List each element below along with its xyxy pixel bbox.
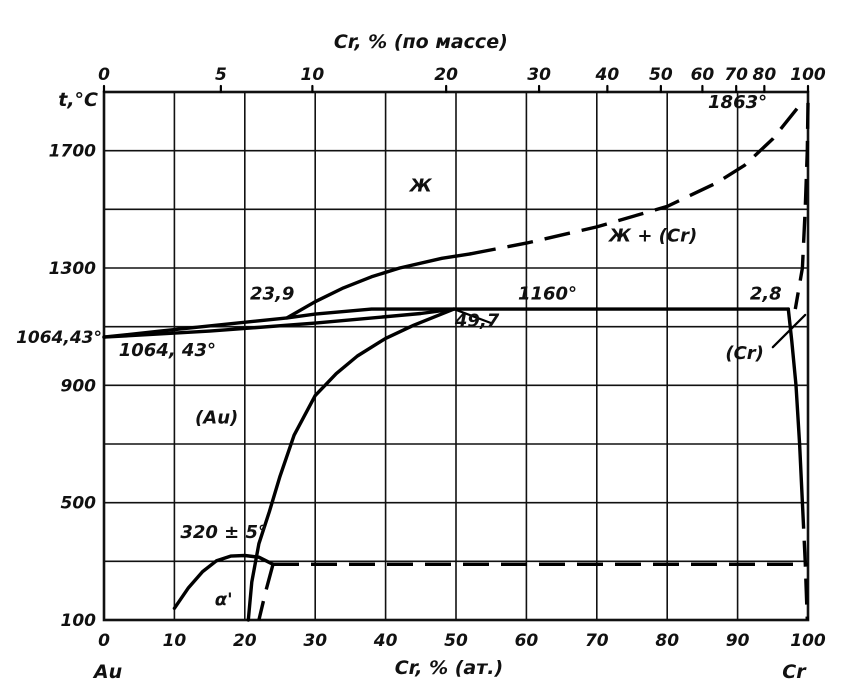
x-tick-label: 30 <box>303 631 327 651</box>
top-tick-label: 80 <box>753 65 777 85</box>
phase-boundary-10 <box>800 502 809 621</box>
phase-boundary-9 <box>786 307 805 505</box>
x-tick-label: 20 <box>233 631 257 651</box>
labels: 0 10 20 30 40 50 60 70 80 90 100100500900130017001… <box>16 31 826 683</box>
y-tick-label: 900 <box>61 376 97 396</box>
endpoint-right-label: Cr <box>782 661 807 683</box>
top-axis-title: Cr, % (по массе) <box>334 31 508 53</box>
phase-boundary-8 <box>257 563 275 621</box>
x-tick-label: 60 <box>515 631 539 651</box>
x-tick-label: 70 <box>585 631 609 651</box>
annotation-11: 320 ± 5° <box>180 522 267 543</box>
phase-boundary-3 <box>469 101 809 256</box>
top-tick-label: 70 <box>724 65 748 85</box>
x-tick-label: 40 <box>373 631 398 651</box>
top-tick-label: 20 <box>434 65 458 85</box>
y-tick-label: 1700 <box>49 142 96 162</box>
annotation-1: Ж <box>408 176 433 197</box>
annotation-9: (Cr) <box>725 343 764 364</box>
leader-cr <box>771 313 807 349</box>
annotation-12: α' <box>215 589 233 610</box>
x-tick-label: 90 <box>726 631 750 651</box>
phase-boundary-6 <box>172 553 275 610</box>
y-tick-label: 1300 <box>49 259 96 279</box>
x-tick-label: 100 <box>790 631 826 651</box>
top-tick-label: 5 <box>215 65 227 85</box>
top-tick-label: 60 <box>691 65 715 85</box>
endpoint-left-label: Au <box>92 661 122 683</box>
y-axis-title: t,°C <box>58 89 98 111</box>
phase-boundary-2 <box>285 252 472 320</box>
top-tick-label: 40 <box>595 65 620 85</box>
annotation-4: 23,9 <box>250 284 294 305</box>
x-tick-label: 10 <box>163 631 187 651</box>
annotation-7: 49,7 <box>454 311 500 332</box>
top-tick-label: 0 <box>98 65 110 85</box>
phase-boundary-5 <box>246 307 456 622</box>
y-tick-label: 100 <box>61 611 97 631</box>
x-tick-label: 0 <box>98 631 110 651</box>
annotation-8: 1064, 43° <box>119 340 216 361</box>
annotation-2: Ж + (Cr) <box>607 226 697 247</box>
leader-49-7 <box>452 307 493 325</box>
top-tick-label: 50 <box>649 65 673 85</box>
phase-boundary-4 <box>102 307 456 339</box>
y-extra-label: 1064,43° <box>16 328 102 348</box>
annotation-10: (Au) <box>195 407 238 428</box>
y-tick-label: 500 <box>61 494 97 514</box>
x-axis-title: Cr, % (ат.) <box>395 657 503 679</box>
annotation-5: 1160° <box>518 284 577 305</box>
x-tick-label: 80 <box>655 631 679 651</box>
phase-boundaries <box>102 101 810 622</box>
top-tick-label: 10 <box>301 65 325 85</box>
phase-boundary-11 <box>793 102 810 310</box>
x-tick-label: 50 <box>444 631 468 651</box>
grid <box>102 84 810 622</box>
top-tick-label: 100 <box>790 65 826 85</box>
annotation-6: 2,8 <box>750 284 782 305</box>
annotation-3: 1863° <box>708 92 767 113</box>
top-tick-label: 30 <box>527 65 551 85</box>
